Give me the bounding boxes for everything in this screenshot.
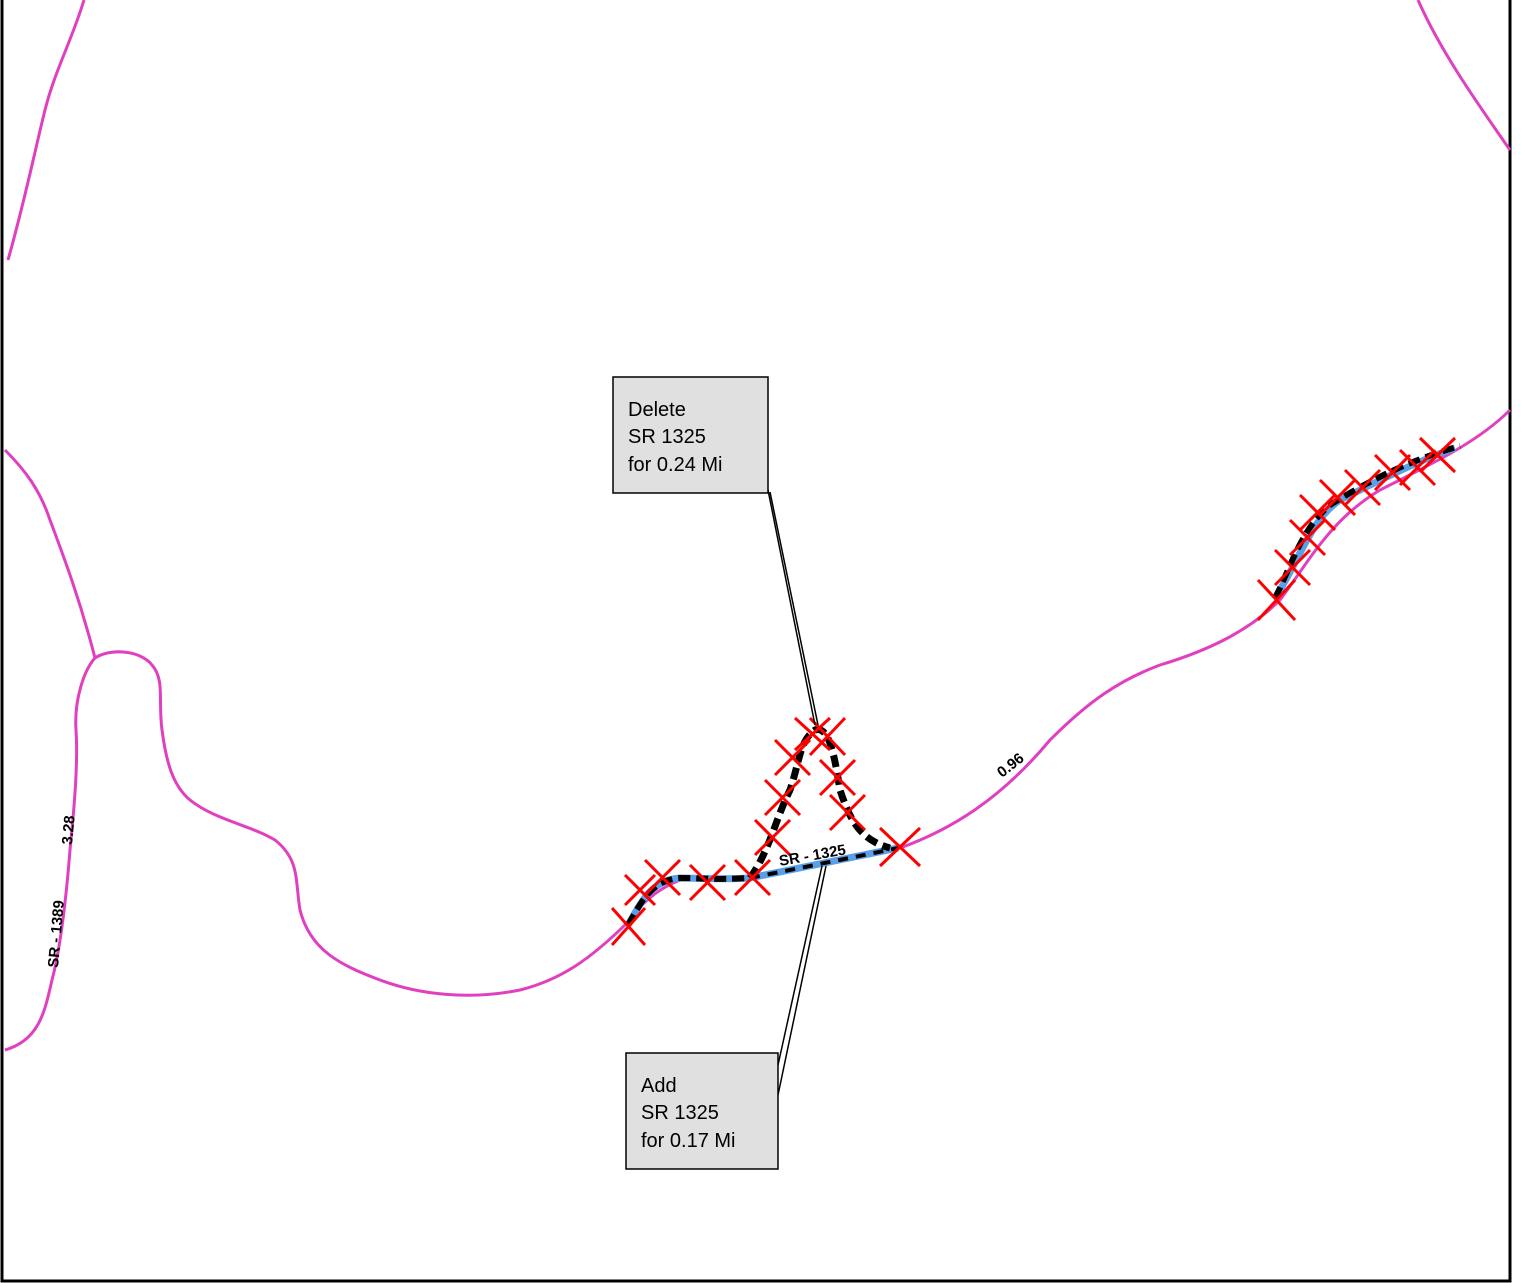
x-marker [1288,518,1327,557]
road-label-3-28: 3.28 [59,815,78,846]
x-marker [1418,436,1457,474]
add-callout-line3: for 0.17 Mi [641,1130,735,1152]
road-sr-1389 [4,650,632,1052]
x-marker [1398,448,1437,487]
x-marker [1343,468,1382,507]
added-segment [749,844,899,882]
road-top-left [6,0,86,261]
callout-leaders [765,479,827,1096]
x-marker [808,716,847,757]
x-marker [818,758,857,797]
x-marker [793,716,832,752]
x-marker [1273,548,1312,587]
delete-callout-line3: for 0.24 Mi [628,454,722,476]
road-left-branch [3,448,97,659]
delete-callout-line1: Delete [628,399,686,421]
add-callout: Add SR 1325 for 0.17 Mi [625,1052,779,1170]
x-marker [1318,478,1357,517]
x-marker [878,826,922,868]
road-top-right [1416,0,1512,151]
x-marker [610,907,647,946]
deletion-markers [610,436,1457,946]
x-marker [1298,493,1337,532]
x-marker [1373,453,1412,492]
x-marker [753,818,792,857]
x-marker [763,778,802,817]
x-marker [828,793,867,832]
add-callout-line1: Add [641,1075,677,1097]
x-marker [623,873,657,907]
delete-callout-line2: SR 1325 [628,426,706,448]
x-marker [1256,578,1297,622]
x-marker [733,858,772,897]
add-callout-line2: SR 1325 [641,1102,719,1124]
x-marker [773,738,812,777]
road-label-sr-1389: SR - 1389 [45,900,68,969]
x-marker [688,863,727,902]
delete-callout: Delete SR 1325 for 0.24 Mi [612,376,769,494]
x-marker [643,858,682,897]
